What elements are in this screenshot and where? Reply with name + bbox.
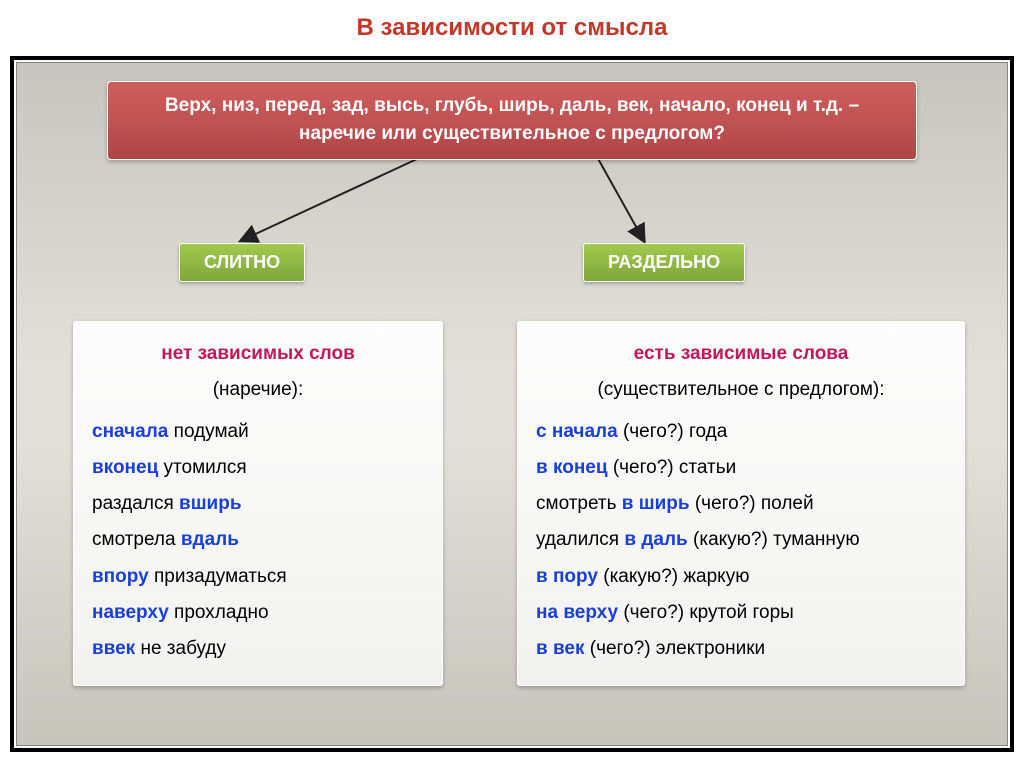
row-keyword: в конец [536,457,613,478]
list-item: сначала подумай [92,414,424,450]
row-text: (чего?) статьи [613,457,736,478]
list-item: впору призадуматься [92,559,424,595]
row-keyword: в век [536,638,590,659]
row-keyword: сначала [92,421,174,442]
right-header1: есть зависимые слова [536,336,946,372]
list-item: смотрела вдаль [92,522,424,558]
row-keyword: ввек [92,638,140,659]
left-box: нет зависимых слов (наречие): сначала по… [73,321,443,686]
row-keyword: вконец [92,457,164,478]
row-keyword: в пору [536,566,603,587]
outer-frame: Верх, низ, перед, зад, высь, глубь, ширь… [10,56,1014,752]
row-text: (чего?) полей [695,493,814,514]
row-prefix: раздался [92,493,179,514]
row-text: (какую?) туманную [693,529,860,550]
row-keyword: в ширь [622,493,695,514]
left-header1: нет зависимых слов [92,336,424,372]
list-item: смотреть в ширь (чего?) полей [536,486,946,522]
list-item: в пору (какую?) жаркую [536,559,946,595]
row-keyword: вдаль [181,529,239,550]
question-box: Верх, низ, перед, зад, высь, глубь, ширь… [107,81,917,160]
row-keyword: вширь [179,493,241,514]
list-item: удалился в даль (какую?) туманную [536,522,946,558]
row-keyword: в даль [624,529,693,550]
row-text: призадуматься [154,566,287,587]
row-text: (чего?) электроники [590,638,765,659]
row-text: (чего?) года [623,421,727,442]
list-item: ввек не забуду [92,631,424,667]
row-text: не забуду [140,638,226,659]
right-rows: с начала (чего?) годав конец (чего?) ста… [536,414,946,667]
list-item: с начала (чего?) года [536,414,946,450]
row-text: утомился [164,457,247,478]
branch-label-left: СЛИТНО [179,243,305,282]
left-header2: (наречие): [92,372,424,408]
row-text: прохладно [174,602,269,623]
row-keyword: с начала [536,421,623,442]
list-item: в конец (чего?) статьи [536,450,946,486]
row-prefix: смотрела [92,529,181,550]
list-item: вконец утомился [92,450,424,486]
row-prefix: удалился [536,529,624,550]
row-text: (какую?) жаркую [603,566,749,587]
row-keyword: впору [92,566,154,587]
left-rows: сначала подумайвконец утомилсяраздался в… [92,414,424,667]
row-keyword: наверху [92,602,174,623]
list-item: наверху прохладно [92,595,424,631]
content-area: Верх, низ, перед, зад, высь, глубь, ширь… [16,62,1008,746]
row-prefix: смотреть [536,493,622,514]
row-text: (чего?) крутой горы [623,602,793,623]
question-line2: наречие или существительное с предлогом? [136,120,888,148]
right-box: есть зависимые слова (существительное с … [517,321,965,686]
list-item: на верху (чего?) крутой горы [536,595,946,631]
branch-label-right: РАЗДЕЛЬНО [583,243,745,282]
page-title: В зависимости от смысла [357,14,668,42]
question-line1: Верх, низ, перед, зад, высь, глубь, ширь… [136,92,888,120]
row-text: подумай [174,421,249,442]
right-header2: (существительное с предлогом): [536,372,946,408]
row-keyword: на верху [536,602,623,623]
list-item: в век (чего?) электроники [536,631,946,667]
list-item: раздался вширь [92,486,424,522]
